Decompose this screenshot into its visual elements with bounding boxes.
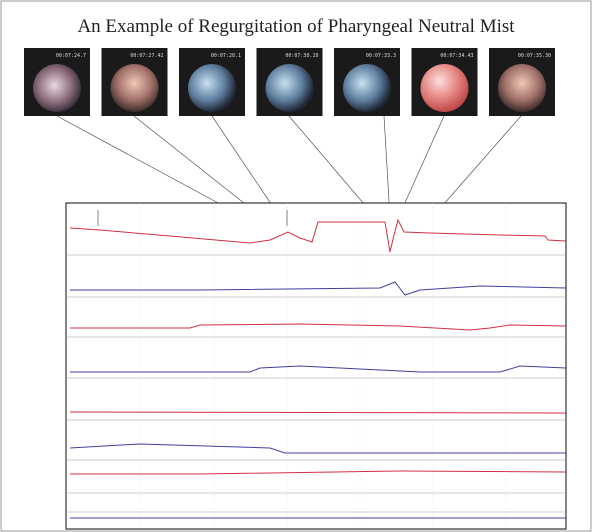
timestamp: 00:07:33.3 xyxy=(366,53,396,59)
timestamp: 00:07:27.42 xyxy=(130,53,163,59)
timestamp: 00:07:24.7 xyxy=(56,53,86,59)
trace-panel xyxy=(65,202,567,530)
endoscope-view xyxy=(420,64,469,112)
title: An Example of Regurgitation of Pharyngea… xyxy=(77,16,515,37)
timestamp: 00:07:28.1 xyxy=(211,53,241,59)
endoscope-view xyxy=(188,64,236,112)
timestamp: 00:07:35.30 xyxy=(518,53,551,59)
timestamp: 00:07:30.10 xyxy=(285,53,318,59)
endoscope-view xyxy=(498,64,546,112)
endoscope-view xyxy=(110,64,159,112)
endoscope-view xyxy=(33,64,81,112)
timestamp: 00:07:34.43 xyxy=(440,53,473,59)
thumbnails: 00:07:24.7 00:07:27.42 00:07:28.1 00:07:30.… xyxy=(24,48,555,116)
endoscope-view xyxy=(265,64,314,112)
endoscope-view xyxy=(343,64,391,112)
